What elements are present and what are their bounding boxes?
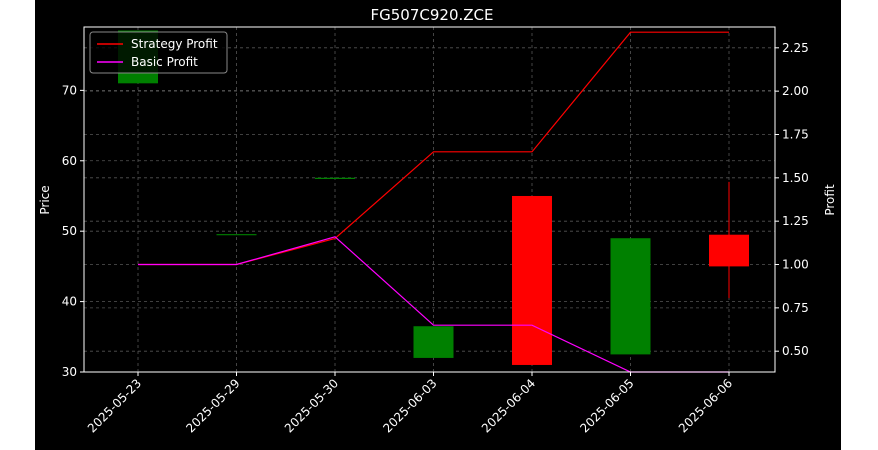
x-tick-label: 2025-06-04 bbox=[479, 376, 538, 435]
grid bbox=[84, 27, 775, 373]
y-axis-label-right: Profit bbox=[823, 184, 837, 216]
legend: Strategy Profit Basic Profit bbox=[89, 31, 228, 74]
right-tick-label: 1.50 bbox=[782, 171, 809, 185]
right-tick-label: 0.50 bbox=[782, 344, 809, 358]
left-tick-label: 50 bbox=[62, 224, 77, 238]
left-tick-label: 40 bbox=[62, 295, 77, 309]
x-tick-label: 2025-05-30 bbox=[282, 376, 341, 435]
chart-svg: FG507C920.ZCE 30 40 50 60 70 0.50 0.75 1.00 1.2… bbox=[38, 6, 837, 435]
legend-strategy-label: Strategy Profit bbox=[131, 37, 218, 51]
chart-title: FG507C920.ZCE bbox=[371, 6, 494, 24]
candle-body bbox=[709, 234, 749, 267]
x-tick-label: 2025-06-06 bbox=[676, 376, 735, 435]
right-tick-label: 2.25 bbox=[782, 41, 809, 55]
right-tick-label: 2.00 bbox=[782, 84, 809, 98]
right-axis: 0.50 0.75 1.00 1.25 1.50 1.75 2.00 2.25 bbox=[775, 41, 809, 358]
chart-figure: FG507C920.ZCE 30 40 50 60 70 0.50 0.75 1.00 1.2… bbox=[35, 0, 841, 450]
x-tick-label: 2025-06-05 bbox=[577, 376, 636, 435]
left-tick-label: 30 bbox=[62, 365, 77, 379]
left-tick-label: 70 bbox=[62, 83, 77, 97]
right-tick-label: 1.25 bbox=[782, 214, 809, 228]
candle-body bbox=[610, 238, 651, 355]
candles bbox=[118, 30, 749, 365]
left-tick-label: 60 bbox=[62, 154, 77, 168]
y-axis-label-left: Price bbox=[38, 185, 52, 214]
right-tick-label: 0.75 bbox=[782, 301, 809, 315]
plot-frame bbox=[83, 26, 776, 373]
right-tick-label: 1.00 bbox=[782, 258, 809, 272]
x-tick-label: 2025-05-23 bbox=[85, 376, 144, 435]
left-axis: 30 40 50 60 70 bbox=[62, 83, 84, 379]
legend-box bbox=[89, 31, 228, 74]
x-tick-label: 2025-06-03 bbox=[380, 376, 439, 435]
legend-basic-label: Basic Profit bbox=[131, 55, 198, 69]
x-axis: 2025-05-23 2025-05-29 2025-05-30 2025-06-03… bbox=[85, 372, 735, 435]
candle-body bbox=[512, 195, 552, 365]
candle-body bbox=[413, 326, 454, 358]
right-tick-label: 1.75 bbox=[782, 127, 809, 141]
x-tick-label: 2025-05-29 bbox=[183, 376, 242, 435]
